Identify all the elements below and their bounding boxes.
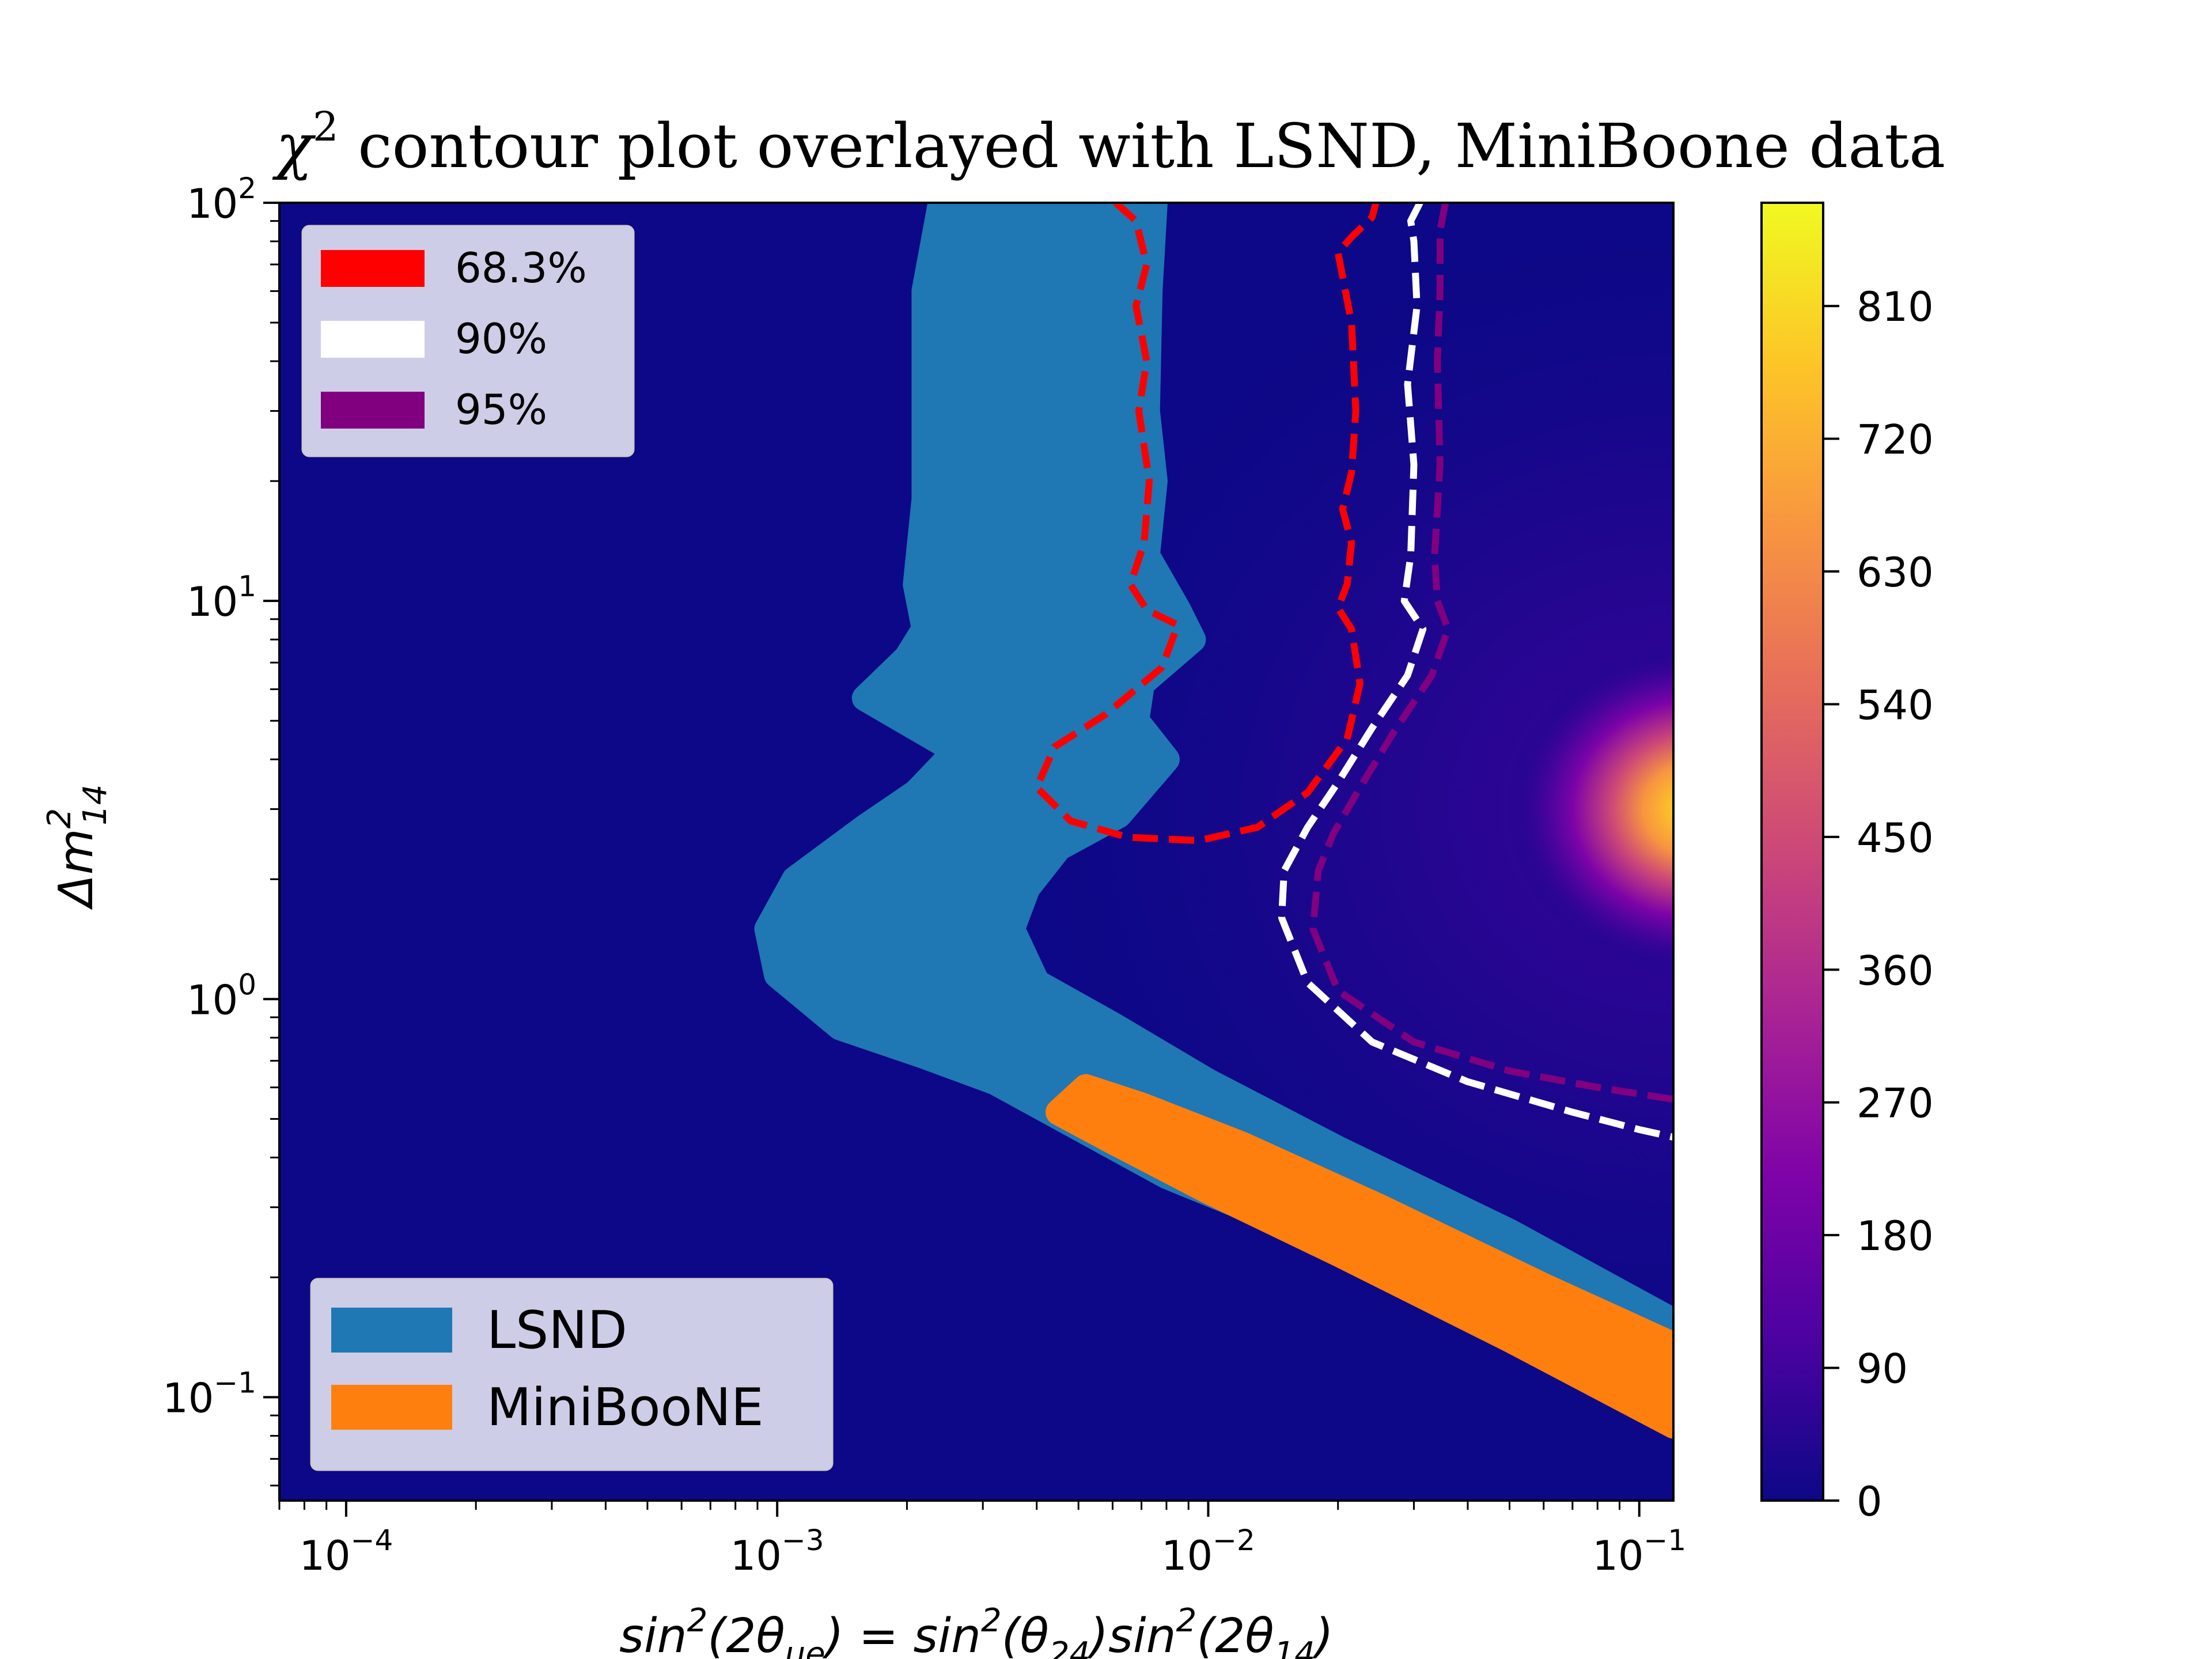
legend-swatch bbox=[321, 321, 425, 358]
x-axis-label: sin2(2θμe) = sin2(θ24)sin2(2θ14) bbox=[619, 1602, 1334, 1659]
legend-swatch bbox=[331, 1385, 452, 1430]
y-tick-label: 102 bbox=[187, 172, 256, 228]
colorbar-tick-label: 810 bbox=[1857, 283, 1934, 331]
title-text: contour plot overlayed with LSND, MiniBo… bbox=[358, 111, 1945, 181]
colorbar-gradient bbox=[1762, 203, 1823, 1501]
legend-swatch bbox=[331, 1308, 452, 1353]
colorbar-tick-label: 450 bbox=[1857, 815, 1934, 862]
legend-data: LSND MiniBooNE bbox=[311, 1279, 832, 1470]
colorbar-tick-label: 540 bbox=[1857, 681, 1934, 729]
legend-swatch bbox=[321, 250, 425, 287]
legend-label: 68.3% bbox=[455, 244, 587, 292]
colorbar-tick-label: 0 bbox=[1857, 1478, 1883, 1525]
colorbar-tick-label: 720 bbox=[1857, 416, 1934, 464]
chart-title: χ2 contour plot overlayed with LSND, Min… bbox=[272, 103, 1945, 181]
colorbar-tick-label: 270 bbox=[1857, 1080, 1934, 1127]
colorbar-tick-label: 90 bbox=[1857, 1346, 1908, 1393]
legend-label: 95% bbox=[455, 385, 547, 434]
x-axis: 10−4 10−3 10−2 10−1 bbox=[279, 1501, 1686, 1580]
title-chi-superscript: 2 bbox=[313, 103, 339, 150]
colorbar: 0 90 180 270 360 450 540 630 720 810 bbox=[1762, 203, 1934, 1525]
x-tick-label: 10−2 bbox=[1161, 1524, 1255, 1580]
x-tick-label: 10−3 bbox=[730, 1524, 824, 1580]
heatmap-peak bbox=[1506, 642, 1887, 976]
legend-label: LSND bbox=[487, 1300, 627, 1361]
legend-contours: 68.3% 90% 95% bbox=[302, 226, 634, 456]
x-tick-label: 10−4 bbox=[300, 1524, 393, 1580]
colorbar-tick-label: 630 bbox=[1857, 549, 1934, 596]
legend-label: 90% bbox=[455, 315, 547, 363]
colorbar-tick-label: 360 bbox=[1857, 947, 1934, 994]
legend-swatch bbox=[321, 392, 425, 429]
y-axis-label: Δm214 bbox=[41, 785, 114, 911]
x-tick-label: 10−1 bbox=[1592, 1524, 1686, 1580]
y-tick-label: 10−1 bbox=[162, 1366, 256, 1422]
y-tick-label: 101 bbox=[187, 570, 256, 626]
colorbar-tick-label: 180 bbox=[1857, 1213, 1934, 1260]
y-axis: 10−1 100 101 102 bbox=[162, 172, 279, 1486]
legend-label: MiniBooNE bbox=[487, 1377, 764, 1438]
y-tick-label: 100 bbox=[187, 968, 256, 1024]
title-chi-symbol: χ bbox=[272, 111, 316, 181]
